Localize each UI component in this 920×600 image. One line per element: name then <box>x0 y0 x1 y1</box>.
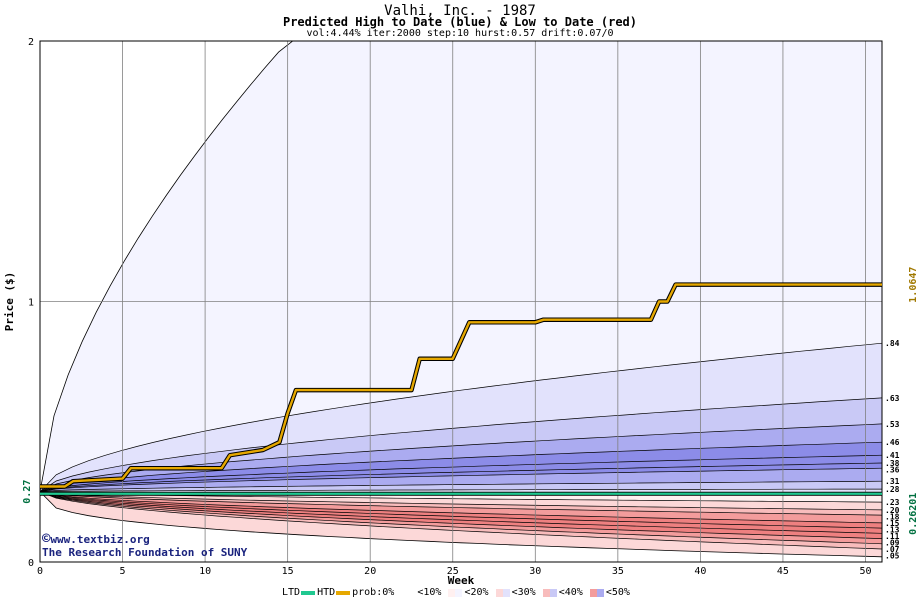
legend-band-4: <50% <box>605 587 630 598</box>
legend-ltd-swatch <box>301 590 316 595</box>
legend-htd-label: HTD <box>317 587 336 598</box>
x-tick-label-50: 50 <box>859 566 871 577</box>
chart-params: vol:4.44% iter:2000 step:10 hurst:0.57 d… <box>306 28 614 39</box>
quantile-label-14: .11 <box>885 532 900 541</box>
x-tick-label-40: 40 <box>694 566 706 577</box>
legend: LTD HTD prob:0% <10% <20% <30% <40% <50% <box>282 587 630 599</box>
blue-quantile-line-5 <box>39 462 883 493</box>
quantile-label-8: .28 <box>885 485 900 494</box>
quantile-label-6: .36 <box>885 466 900 475</box>
red-band-8 <box>40 491 882 549</box>
quantile-label-4: .41 <box>885 451 900 460</box>
quantile-label-12: .15 <box>885 519 900 528</box>
blue-quantile-line-1 <box>39 397 883 492</box>
copyright-symbol: © <box>42 531 51 547</box>
red-band-3 <box>40 491 882 523</box>
blue-band-1 <box>40 343 882 492</box>
legend-swatch-3 <box>542 588 557 597</box>
legend-swatch-2 <box>495 588 510 597</box>
quantile-label-9: .23 <box>885 498 900 507</box>
blue-band-7 <box>40 468 882 492</box>
quantile-label-2: .53 <box>885 420 900 429</box>
x-tick-label-30: 30 <box>529 566 541 577</box>
legend-band-3: <40% <box>558 587 583 598</box>
credit-org: The Research Foundation of SUNY <box>42 546 248 559</box>
legend-ltd-label: LTD <box>282 587 301 598</box>
red-quantile-line-5 <box>39 491 883 534</box>
htd-value-label: 1.0647 <box>908 267 919 303</box>
blue-band-2 <box>40 397 882 492</box>
legend-swatch-4 <box>589 588 604 597</box>
x-tick-label-25: 25 <box>447 566 459 577</box>
x-tick-label-45: 45 <box>777 566 789 577</box>
quantile-label-11: .18 <box>885 512 900 521</box>
red-quantile-line-8 <box>39 491 883 550</box>
plot-frame <box>39 40 883 563</box>
legend-band-2: <30% <box>511 587 536 598</box>
htd-line <box>40 283 882 488</box>
outer-lower-line <box>39 491 883 558</box>
quantile-label-17: .05 <box>885 551 900 560</box>
legend-swatch-1 <box>448 588 463 597</box>
legend-swatch-0 <box>401 588 416 597</box>
x-tick-label-10: 10 <box>199 566 211 577</box>
red-band-4 <box>40 491 882 529</box>
red-quantile-line-4 <box>39 491 883 529</box>
start-price-label: 0.27 <box>22 480 33 504</box>
red-band-9 <box>40 491 882 557</box>
quantile-label-5: .38 <box>885 459 900 468</box>
red-band-6 <box>40 491 882 539</box>
blue-quantile-line-8 <box>39 488 882 493</box>
quantile-label-7: .31 <box>885 477 900 486</box>
y-tick-label-0: 0 <box>28 558 34 569</box>
red-band-1 <box>40 491 882 510</box>
legend-band-0: <10% <box>417 587 442 598</box>
red-quantile-line-3 <box>39 491 883 524</box>
quantile-label-1: .63 <box>885 394 900 403</box>
x-axis-label: Week <box>448 574 475 587</box>
x-tick-label-5: 5 <box>120 566 126 577</box>
ltd-value-label: 0.26201 <box>908 493 919 535</box>
blue-quantile-line-3 <box>39 441 883 493</box>
quantile-label-13: .13 <box>885 525 900 534</box>
red-quantile-line-2 <box>39 491 883 516</box>
y-tick-label-1: 1 <box>28 298 34 309</box>
red-quantile-line-1 <box>39 491 883 511</box>
x-tick-label-15: 15 <box>282 566 294 577</box>
chart-subtitle: Predicted High to Date (blue) & Low to D… <box>282 15 637 29</box>
red-band-7 <box>40 491 882 544</box>
blue-quantile-line-4 <box>39 454 883 493</box>
blue-band-0 <box>40 41 882 492</box>
y-tick-label-2: 2 <box>28 37 34 48</box>
red-quantile-line-6 <box>39 491 883 539</box>
blue-band-6 <box>40 463 882 492</box>
chart-title: Valhi, Inc. - 1987 <box>384 3 536 19</box>
blue-band-5 <box>40 455 882 492</box>
legend-prob-label: prob:0% <box>352 587 395 598</box>
legend-htd-swatch <box>336 590 351 595</box>
y-axis-label: Price ($) <box>3 272 16 332</box>
blue-quantile-line-0 <box>39 342 883 492</box>
red-band-2 <box>40 491 882 516</box>
quantile-label-15: .09 <box>885 538 900 547</box>
quantile-label-10: .20 <box>885 506 900 515</box>
credit-url: www.textbiz.org <box>50 533 150 546</box>
blue-band-4 <box>40 442 882 492</box>
quantile-label-3: .46 <box>885 438 900 447</box>
x-tick-label-0: 0 <box>37 566 43 577</box>
quantile-label-0: .84 <box>885 339 900 348</box>
quantile-label-16: .07 <box>885 545 900 554</box>
x-tick-label-20: 20 <box>364 566 376 577</box>
credit-block: ©www.textbiz.org The Research Foundation… <box>42 531 248 559</box>
blue-quantile-line-7 <box>39 480 883 493</box>
x-tick-label-35: 35 <box>612 566 624 577</box>
legend-band-1: <20% <box>464 587 489 598</box>
red-quantile-line-7 <box>39 491 883 545</box>
blue-quantile-line-6 <box>39 467 883 493</box>
